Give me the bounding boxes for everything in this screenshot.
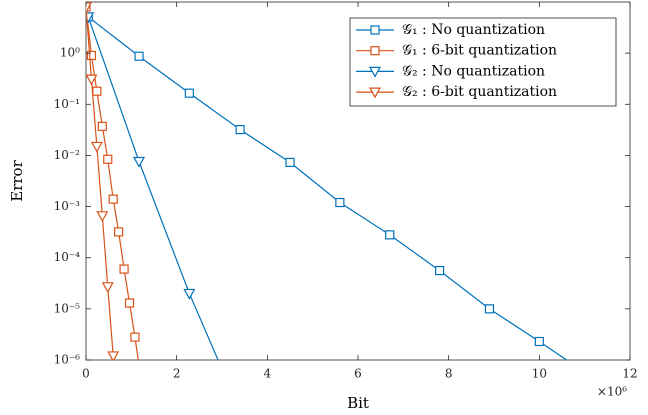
- marker: [133, 156, 146, 168]
- marker: [335, 197, 345, 208]
- y-tick-label: 10⁻³: [54, 199, 81, 213]
- marker: [97, 121, 107, 131]
- plot-area: [86, 2, 593, 415]
- x-tick-label: 0: [82, 367, 90, 381]
- x-multiplier: ×10⁶: [597, 385, 627, 399]
- marker: [101, 282, 114, 294]
- legend-box: [349, 17, 617, 107]
- y-tick-label: 10⁻⁵: [54, 301, 81, 315]
- x-tick-label: 2: [173, 367, 181, 381]
- y-tick-label: 10⁻¹: [54, 97, 80, 111]
- series-line: [86, 6, 114, 356]
- x-axis-label: Bit: [347, 394, 369, 412]
- x-tick-label: 6: [354, 367, 362, 381]
- x-tick-label: 8: [445, 367, 453, 381]
- legend-label: 𝒢₂ : 6-bit quantization: [402, 84, 557, 100]
- series-line: [87, 16, 219, 360]
- marker: [86, 2, 93, 14]
- marker: [103, 154, 113, 164]
- marker: [235, 124, 245, 135]
- marker: [370, 25, 380, 35]
- legend: 𝒢₁ : No quantization 𝒢₁ : 6-bit quantizat…: [349, 17, 617, 107]
- y-tick-label: 10⁰: [60, 46, 80, 60]
- marker: [183, 288, 196, 300]
- marker: [534, 336, 544, 347]
- marker: [86, 50, 97, 61]
- legend-label: 𝒢₁ : 6-bit quantization: [402, 43, 557, 59]
- y-tick-label: 10⁻⁶: [54, 353, 81, 367]
- marker: [136, 371, 144, 379]
- marker: [107, 351, 120, 360]
- marker: [368, 66, 382, 78]
- marker: [484, 304, 495, 314]
- x-tick-label: 12: [622, 367, 637, 381]
- marker: [124, 298, 135, 308]
- y-axis-label: Error: [8, 159, 26, 201]
- x-tick-label: 4: [264, 367, 272, 381]
- marker: [86, 74, 98, 86]
- marker: [385, 230, 395, 240]
- marker: [184, 88, 194, 98]
- marker: [585, 371, 593, 379]
- marker: [108, 194, 118, 204]
- marker: [235, 407, 245, 415]
- y-tick-label: 10⁻⁴: [54, 250, 81, 264]
- marker: [435, 265, 445, 276]
- marker: [92, 86, 102, 96]
- legend-label: 𝒢₁ : No quantization: [402, 22, 545, 38]
- marker: [96, 211, 109, 223]
- marker: [119, 264, 129, 274]
- marker: [114, 227, 124, 237]
- legend-label: 𝒢₂ : No quantization: [402, 63, 545, 79]
- marker: [134, 51, 144, 61]
- marker: [370, 46, 380, 56]
- y-tick-label: 10⁻²: [54, 148, 81, 162]
- marker: [86, 12, 95, 24]
- marker: [90, 141, 103, 153]
- x-tick-label: 10: [532, 367, 547, 381]
- marker: [368, 87, 382, 99]
- marker: [285, 157, 295, 168]
- marker: [130, 332, 140, 342]
